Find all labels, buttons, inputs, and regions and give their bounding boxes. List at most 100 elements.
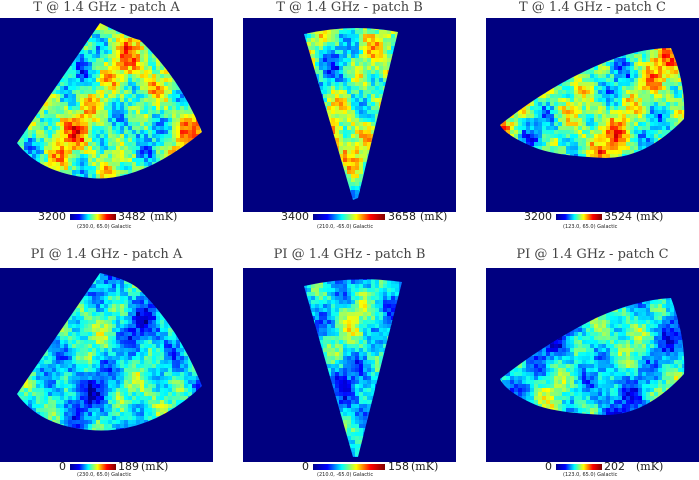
map-pixel: [112, 66, 116, 70]
map-pixel: [36, 118, 40, 122]
map-pixel: [36, 134, 40, 138]
map-pixel: [319, 74, 323, 78]
map-pixel: [160, 134, 164, 138]
map-pixel: [367, 58, 371, 62]
map-pixel: [323, 78, 327, 82]
map-pixel: [343, 34, 347, 38]
map-pixel: [76, 62, 80, 66]
map-pixel: [96, 86, 100, 90]
map-pixel: [120, 114, 124, 118]
map-pixel: [152, 54, 156, 58]
map-pixel: [64, 158, 68, 162]
map-pixel: [116, 42, 120, 46]
map-pixel: [60, 162, 64, 166]
map-pixel: [72, 150, 76, 154]
map-pixel: [76, 110, 80, 114]
map-pixel: [136, 50, 140, 54]
map-pixel: [367, 138, 371, 142]
map-pixel: [319, 30, 323, 34]
map-pixel: [375, 86, 379, 90]
map-pixel: [116, 62, 120, 66]
map-pixel: [375, 90, 379, 94]
map-pixel: [363, 62, 367, 66]
map-pixel: [72, 98, 76, 102]
map-pixel: [355, 134, 359, 138]
map-pixel: [72, 78, 76, 82]
map-pixel: [160, 106, 164, 110]
map-pixel: [96, 94, 100, 98]
map-pixel: [124, 94, 128, 98]
map-pixel: [343, 78, 347, 82]
map-pixel: [144, 110, 148, 114]
map-pixel: [164, 74, 168, 78]
map-pixel: [108, 166, 112, 170]
map-pixel: [351, 130, 355, 134]
map-pixel: [347, 27, 351, 30]
map-pixel: [104, 166, 108, 170]
map-pixel: [56, 166, 60, 170]
map-pixel: [140, 150, 144, 154]
map-pixel: [124, 70, 128, 74]
map-pixel: [44, 146, 48, 150]
map-pixel: [40, 158, 44, 162]
map-pixel: [44, 114, 48, 118]
map-pixel: [367, 130, 371, 134]
map-pixel: [164, 106, 168, 110]
map-pixel: [319, 46, 323, 50]
map-pixel: [383, 34, 387, 38]
map-pixel: [68, 138, 72, 142]
map-pixel: [140, 158, 144, 162]
map-pixel: [124, 166, 128, 170]
map-pixel: [176, 126, 180, 130]
map-pixel: [112, 142, 116, 146]
map-pixel: [383, 62, 387, 66]
map-pixel: [144, 102, 148, 106]
map-pixel: [148, 54, 152, 58]
map-pixel: [164, 142, 168, 146]
map-pixel: [80, 86, 84, 90]
map-pixel: [371, 54, 375, 58]
map-pixel: [124, 42, 128, 46]
map-pixel: [355, 166, 359, 170]
map-pixel: [64, 146, 68, 150]
map-pixel: [88, 154, 92, 158]
map-pixel: [92, 130, 96, 134]
map-pixel: [331, 82, 335, 86]
map-pixel: [136, 158, 140, 162]
map-pixel: [379, 34, 383, 38]
map-pixel: [24, 146, 28, 150]
map-pixel: [108, 98, 112, 102]
map-pixel: [72, 102, 76, 106]
map-pixel: [92, 86, 96, 90]
map-pixel: [391, 46, 395, 50]
map-pixel: [164, 86, 168, 90]
map-pixel: [192, 122, 196, 126]
map-pixel: [96, 158, 100, 162]
map-pixel: [136, 138, 140, 142]
map-pixel: [96, 142, 100, 146]
map-pixel: [100, 98, 104, 102]
map-pixel: [108, 62, 112, 66]
map-pixel: [335, 138, 339, 142]
map-pixel: [132, 74, 136, 78]
map-pixel: [379, 50, 383, 54]
colorbar: 3200 3482 (mK): [0, 211, 213, 223]
map-pixel: [40, 130, 44, 134]
map-pixel: [164, 126, 168, 130]
map-pixel: [64, 166, 68, 170]
map-pixel: [343, 142, 347, 146]
map-pixel: [188, 130, 192, 134]
map-pixel: [363, 126, 367, 130]
map-pixel: [315, 54, 319, 58]
map-pixel: [72, 106, 76, 110]
map-pixel: [351, 186, 355, 190]
map-pixel: [168, 142, 172, 146]
map-pixel: [68, 110, 72, 114]
map-pixel: [335, 42, 339, 46]
map-pixel: [176, 110, 180, 114]
map-pixel: [52, 106, 56, 110]
map-pixel: [339, 154, 343, 158]
map-pixel: [96, 166, 100, 170]
map-pixel: [140, 42, 144, 46]
map-pixel: [36, 158, 40, 162]
